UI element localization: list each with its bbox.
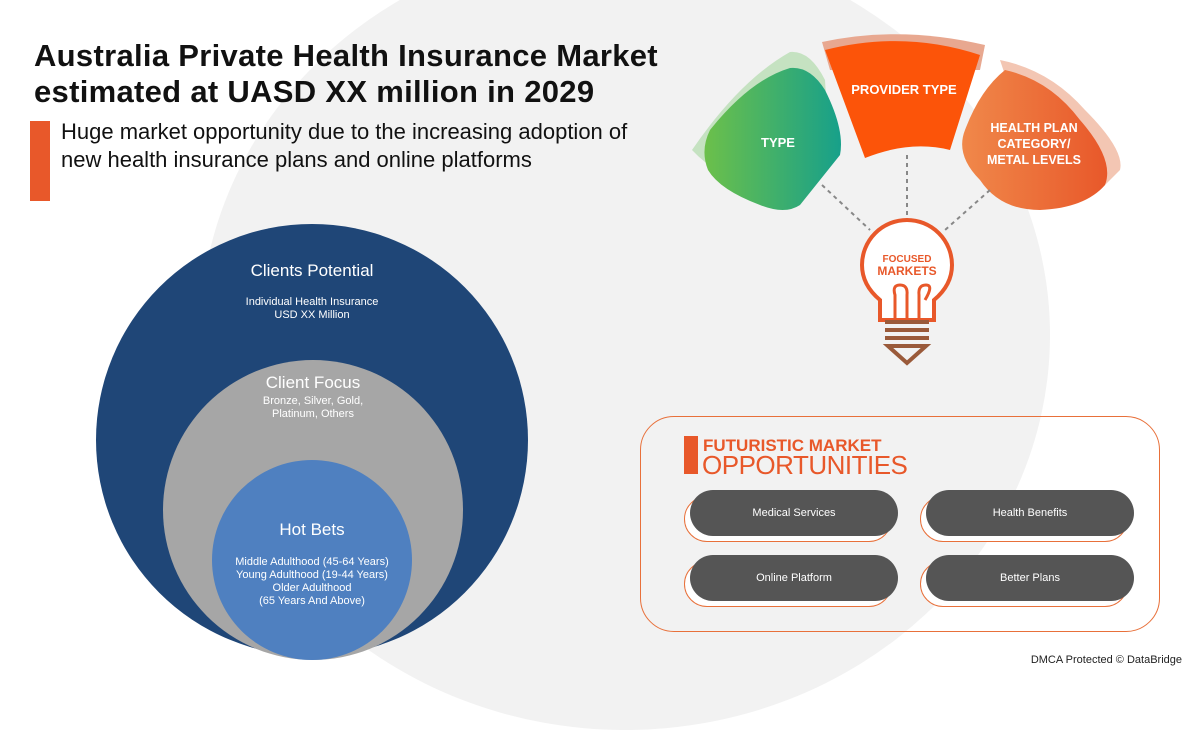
opportunity-item: Medical Services <box>684 490 900 542</box>
subtitle-accent-bar <box>30 121 50 201</box>
provider-type-label: PROVIDER TYPE <box>851 82 957 97</box>
opportunity-label: Better Plans <box>926 555 1134 601</box>
bulb-label-1: FOCUSED <box>883 254 932 265</box>
circle-text: Bronze, Silver, Gold, <box>262 395 364 407</box>
circle-text: USD XX Million <box>274 309 350 321</box>
opportunities-title-2: OPPORTUNITIES <box>702 450 908 480</box>
opportunities-box <box>640 416 1160 632</box>
footer-copyright: DMCA Protected © DataBridge <box>1030 654 1182 666</box>
type-label: TYPE <box>761 135 795 150</box>
hot-bets-circle: Hot Bets Middle Adulthood (45-64 Years) … <box>212 460 412 660</box>
circle-text: Young Adulthood (19-44 Years) <box>236 569 388 581</box>
circle-text: Older Adulthood <box>272 582 352 594</box>
circle-text: Platinum, Others <box>272 408 354 420</box>
circle-title: Hot Bets <box>279 520 345 539</box>
circle-text: Middle Adulthood (45-64 Years) <box>235 556 389 568</box>
title-line-2: estimated at UASD XX million in 2029 <box>34 74 595 109</box>
provider-type-segment <box>825 41 980 158</box>
opportunities-title-1: FUTURISTIC MARKET <box>703 436 882 455</box>
opportunity-item: Online Platform <box>684 555 900 607</box>
page-title: Australia Private Health Insurance Marke… <box>34 38 658 110</box>
circle-text: Individual Health Insurance <box>245 296 379 308</box>
bulb-label-2: MARKETS <box>877 264 936 278</box>
opportunity-label: Medical Services <box>690 490 898 536</box>
health-plan-segment <box>962 70 1108 210</box>
type-segment <box>704 67 841 210</box>
title-line-1: Australia Private Health Insurance Marke… <box>34 38 658 73</box>
connector-lines <box>821 155 991 231</box>
opportunities-accent-bar <box>684 436 698 474</box>
circle-title: Client Focus <box>265 373 361 392</box>
focused-markets-diagram: TYPE PROVIDER TYPE HEALTH PLAN CATEGORY/… <box>692 34 1121 366</box>
opportunity-item: Better Plans <box>920 555 1136 607</box>
circle-title: Clients Potential <box>250 261 374 280</box>
circle-text: (65 Years And Above) <box>259 595 365 607</box>
health-plan-label-1: HEALTH PLAN <box>990 121 1077 135</box>
opportunity-label: Online Platform <box>690 555 898 601</box>
opportunity-label: Health Benefits <box>926 490 1134 536</box>
health-plan-label-2: CATEGORY/ <box>998 137 1071 151</box>
opportunity-item: Health Benefits <box>920 490 1136 542</box>
subtitle: Huge market opportunity due to the incre… <box>61 119 628 172</box>
health-plan-label-3: METAL LEVELS <box>987 153 1081 167</box>
lightbulb-icon <box>859 218 955 366</box>
